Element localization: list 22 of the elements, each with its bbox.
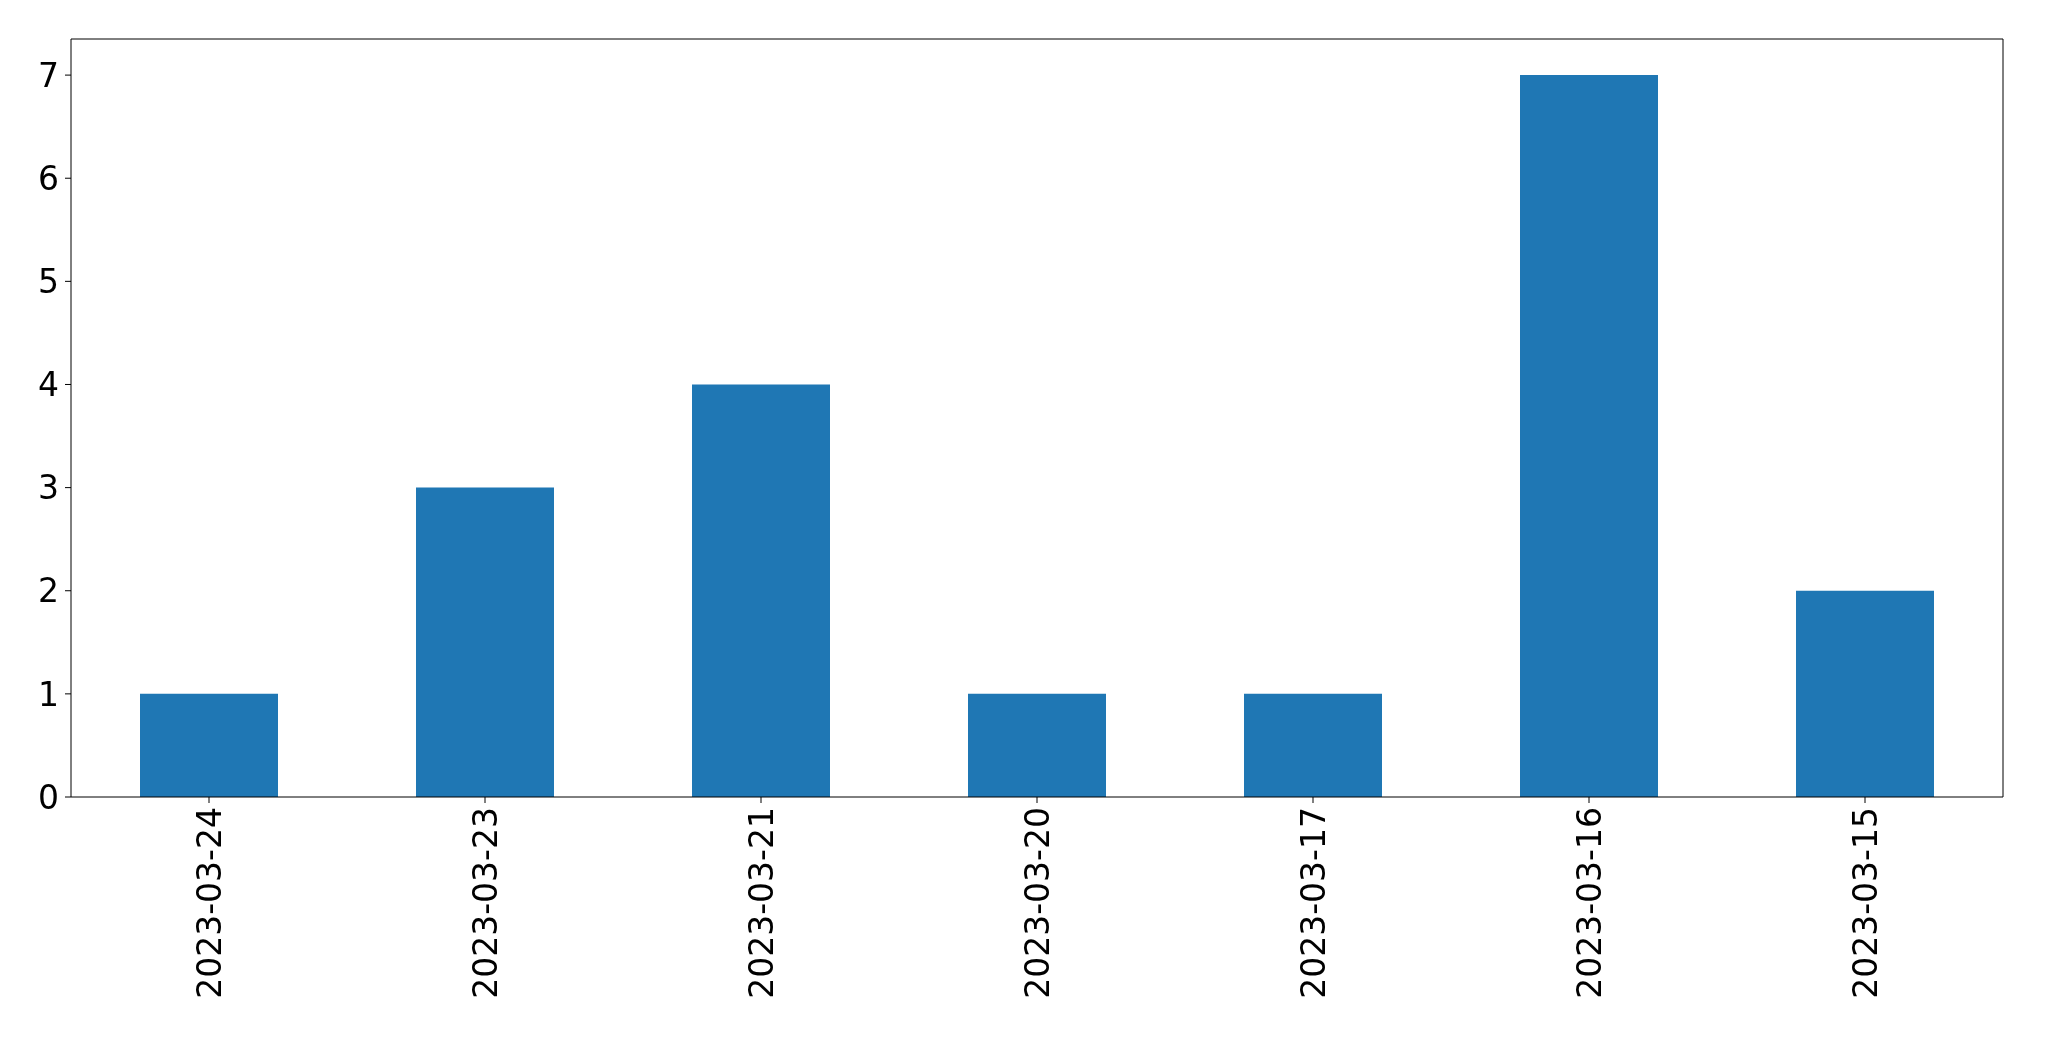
bar	[1796, 590, 1934, 797]
x-tick-label: 2023-03-24	[189, 807, 229, 999]
x-tick-label: 2023-03-20	[1017, 807, 1057, 999]
y-tick-label: 1	[38, 674, 59, 714]
y-tick-label: 7	[38, 55, 59, 95]
bar	[416, 487, 554, 797]
bar	[968, 693, 1106, 797]
x-tick-label: 2023-03-21	[741, 807, 781, 999]
y-tick-label: 0	[38, 777, 59, 817]
y-tick-label: 6	[38, 158, 59, 198]
bar	[692, 384, 830, 797]
y-tick-label: 2	[38, 571, 59, 611]
y-tick-label: 4	[38, 365, 59, 405]
x-tick-label: 2023-03-23	[465, 807, 505, 999]
bar	[1244, 693, 1382, 797]
x-tick-label: 2023-03-15	[1845, 807, 1885, 999]
bar	[140, 693, 278, 797]
y-tick-label: 3	[38, 468, 59, 508]
x-tick-label: 2023-03-16	[1569, 807, 1609, 999]
y-tick-label: 5	[38, 262, 59, 302]
x-tick-label: 2023-03-17	[1293, 807, 1333, 999]
bar	[1520, 75, 1658, 797]
